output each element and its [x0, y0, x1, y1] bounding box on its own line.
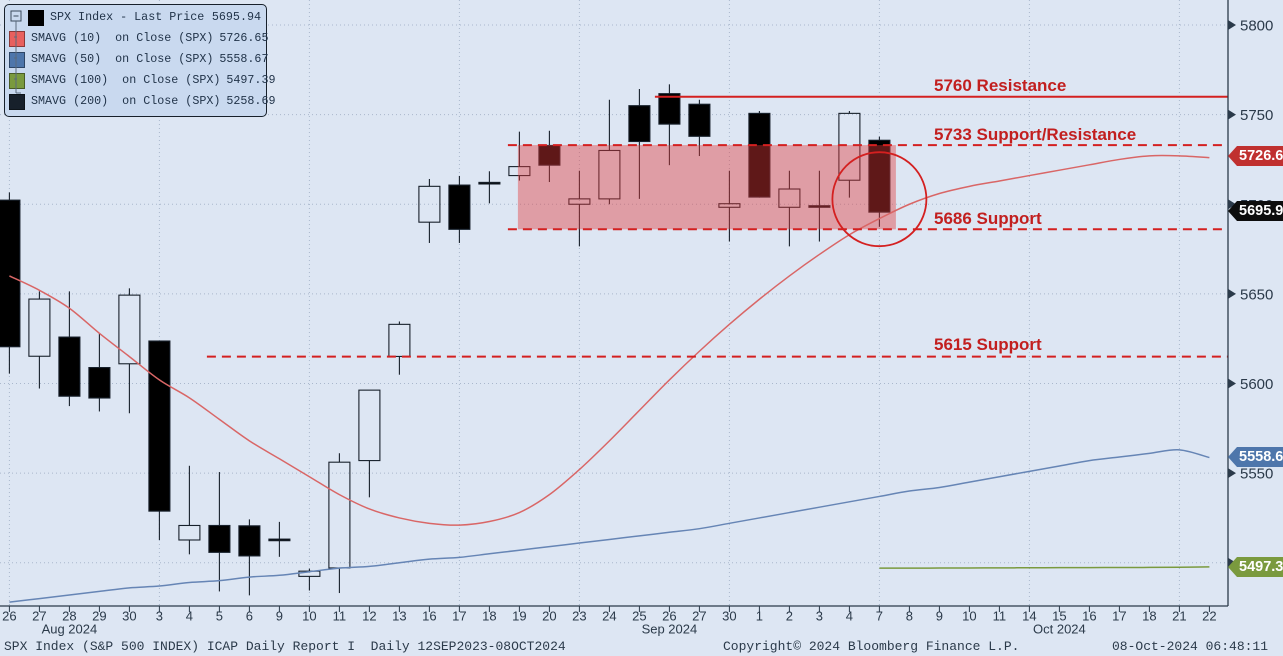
svg-text:5: 5 [216, 608, 223, 623]
svg-text:6: 6 [246, 608, 253, 623]
svg-text:12: 12 [362, 608, 376, 623]
svg-text:30: 30 [122, 608, 136, 623]
svg-text:5550: 5550 [1240, 466, 1273, 483]
svg-text:17: 17 [1112, 608, 1126, 623]
svg-text:16: 16 [422, 608, 436, 623]
svg-text:18: 18 [482, 608, 496, 623]
svg-text:4: 4 [846, 608, 853, 623]
svg-text:9: 9 [936, 608, 943, 623]
svg-text:5750: 5750 [1240, 107, 1273, 124]
svg-text:5650: 5650 [1240, 286, 1273, 303]
svg-text:11: 11 [333, 608, 347, 623]
svg-text:20: 20 [542, 608, 556, 623]
svg-text:Aug 2024: Aug 2024 [42, 622, 98, 637]
svg-text:17: 17 [452, 608, 466, 623]
svg-text:5600: 5600 [1240, 376, 1273, 393]
svg-text:7: 7 [876, 608, 883, 623]
svg-text:24: 24 [602, 608, 616, 623]
svg-text:23: 23 [572, 608, 586, 623]
svg-text:11: 11 [993, 608, 1007, 623]
svg-text:13: 13 [392, 608, 406, 623]
svg-text:22: 22 [1202, 608, 1216, 623]
svg-text:10: 10 [962, 608, 976, 623]
svg-text:Oct 2024: Oct 2024 [1033, 622, 1086, 637]
svg-text:3: 3 [156, 608, 163, 623]
svg-text:21: 21 [1172, 608, 1186, 623]
svg-text:2: 2 [786, 608, 793, 623]
svg-text:Sep 2024: Sep 2024 [642, 622, 698, 637]
svg-text:26: 26 [2, 608, 16, 623]
svg-text:5800: 5800 [1240, 18, 1273, 35]
svg-text:4: 4 [186, 608, 193, 623]
svg-text:3: 3 [816, 608, 823, 623]
svg-text:1: 1 [756, 608, 763, 623]
svg-text:30: 30 [722, 608, 736, 623]
svg-text:9: 9 [276, 608, 283, 623]
svg-text:10: 10 [302, 608, 316, 623]
svg-text:18: 18 [1142, 608, 1156, 623]
svg-text:8: 8 [906, 608, 913, 623]
svg-text:19: 19 [512, 608, 526, 623]
